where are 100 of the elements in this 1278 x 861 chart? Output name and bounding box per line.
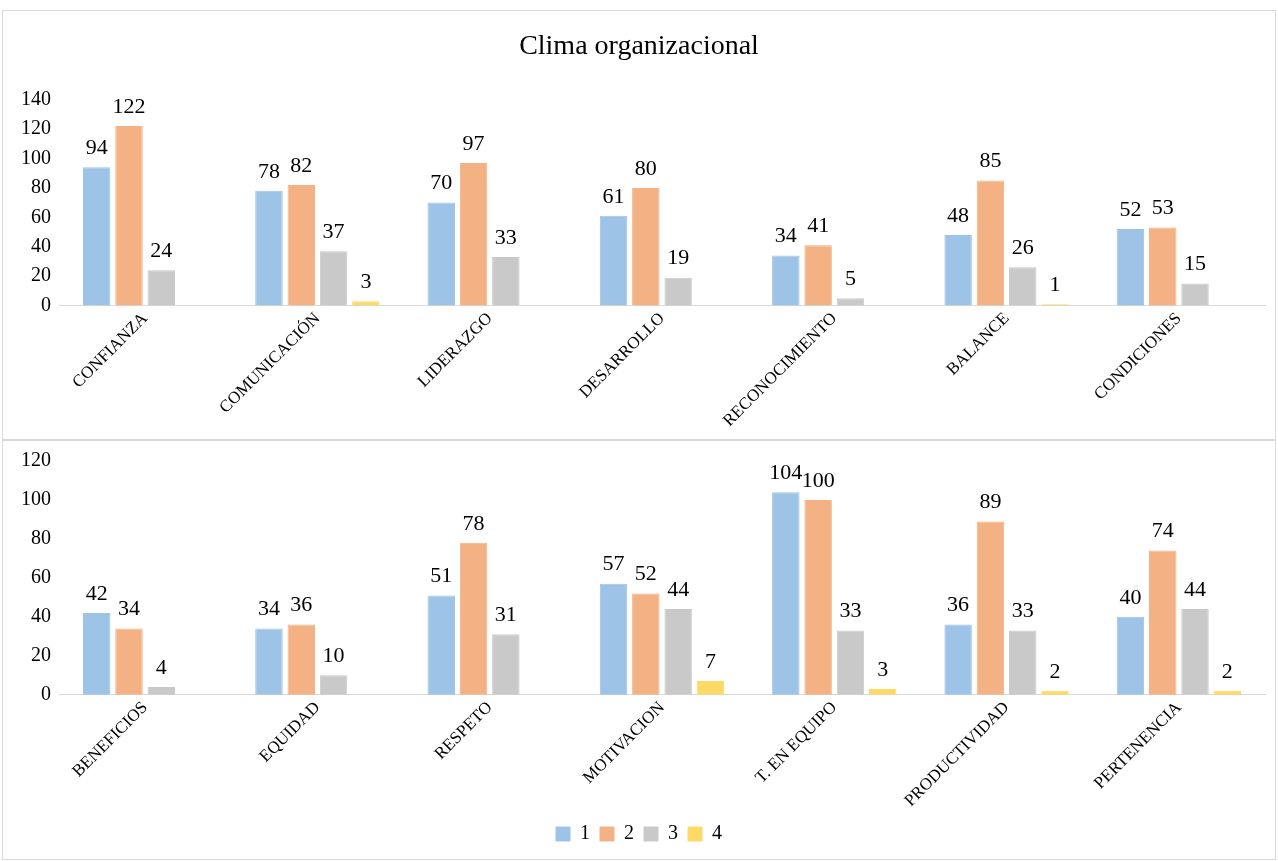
bar xyxy=(1148,227,1177,306)
data-label: 78 xyxy=(257,157,280,183)
bar xyxy=(287,624,316,695)
bar xyxy=(287,184,316,306)
bar xyxy=(352,301,380,306)
bar xyxy=(1181,283,1209,306)
legend-label: 2 xyxy=(624,821,634,844)
data-label: 52 xyxy=(634,560,657,586)
y-tick-label: 100 xyxy=(21,487,51,510)
y-tick-label: 0 xyxy=(41,292,51,315)
bar xyxy=(82,167,111,306)
bar xyxy=(255,190,283,306)
data-label: 53 xyxy=(1151,194,1174,220)
data-label: 33 xyxy=(494,223,517,249)
bar xyxy=(319,251,348,306)
data-label: 33 xyxy=(839,597,862,623)
bar xyxy=(1116,229,1145,306)
bar xyxy=(1116,616,1145,695)
data-label: 34 xyxy=(117,595,140,621)
data-label: 34 xyxy=(774,222,797,248)
data-label: 44 xyxy=(667,575,690,601)
data-label: 37 xyxy=(322,217,345,243)
data-label: 3 xyxy=(360,267,372,293)
bar xyxy=(492,634,520,695)
data-label: 61 xyxy=(602,182,625,208)
bar xyxy=(772,492,800,695)
y-tick-label: 100 xyxy=(21,145,51,168)
data-label: 10 xyxy=(322,642,345,668)
bar xyxy=(632,593,660,695)
y-tick-label: 140 xyxy=(21,86,51,109)
data-label: 80 xyxy=(634,154,657,180)
data-label: 24 xyxy=(150,237,173,263)
data-label: 89 xyxy=(979,488,1002,514)
data-label: 78 xyxy=(462,509,485,535)
y-tick-label: 40 xyxy=(31,604,51,627)
data-label: 34 xyxy=(257,595,280,621)
y-tick-label: 0 xyxy=(41,681,51,704)
data-label: 36 xyxy=(290,591,313,617)
data-label: 51 xyxy=(430,562,453,588)
data-label: 48 xyxy=(947,201,970,227)
data-label: 26 xyxy=(1011,234,1034,260)
y-tick-label: 80 xyxy=(31,175,51,198)
data-label: 3 xyxy=(877,655,889,681)
data-label: 100 xyxy=(801,466,835,492)
bar xyxy=(427,595,455,695)
bar xyxy=(255,628,283,695)
data-label: 70 xyxy=(430,169,453,195)
data-label: 2 xyxy=(1049,657,1061,683)
bar xyxy=(599,583,628,695)
bar xyxy=(804,245,832,306)
data-label: 74 xyxy=(1151,517,1174,543)
y-tick-label: 80 xyxy=(31,526,51,549)
y-tick-label: 120 xyxy=(21,116,51,139)
bar xyxy=(82,612,111,695)
y-tick-label: 20 xyxy=(31,643,51,666)
data-label: 15 xyxy=(1184,250,1207,276)
data-label: 122 xyxy=(112,92,146,118)
bar xyxy=(1181,609,1209,695)
data-label: 104 xyxy=(769,458,803,484)
legend-label: 4 xyxy=(712,821,722,844)
data-label: 52 xyxy=(1119,195,1142,221)
data-label: 7 xyxy=(704,647,716,673)
data-label: 19 xyxy=(667,244,690,270)
bar xyxy=(836,630,865,695)
chart-title: Clima organizacional xyxy=(519,29,760,61)
bar xyxy=(836,298,865,306)
bar xyxy=(976,521,1005,695)
data-label: 82 xyxy=(290,151,313,177)
data-label: 97 xyxy=(462,129,485,155)
data-label: 40 xyxy=(1119,583,1142,609)
y-tick-label: 40 xyxy=(31,234,51,256)
y-tick-label: 120 xyxy=(21,448,51,471)
data-label: 94 xyxy=(85,134,108,160)
legend-label: 3 xyxy=(668,821,678,844)
data-label: 57 xyxy=(602,550,625,576)
data-label: 4 xyxy=(155,653,167,679)
bar xyxy=(427,202,455,306)
bar xyxy=(772,255,800,306)
data-label: 36 xyxy=(947,591,970,617)
bar xyxy=(1008,267,1037,306)
bar xyxy=(664,277,692,306)
bar xyxy=(804,499,832,695)
bar xyxy=(115,126,143,306)
data-label: 42 xyxy=(85,579,108,605)
legend-label: 1 xyxy=(580,821,590,844)
bar xyxy=(459,162,488,306)
data-label: 41 xyxy=(807,212,830,238)
bar xyxy=(115,628,143,695)
bar xyxy=(944,624,972,695)
data-label: 85 xyxy=(979,147,1002,173)
y-tick-label: 60 xyxy=(31,204,51,227)
bar xyxy=(459,542,488,695)
data-label: 44 xyxy=(1184,575,1207,601)
bar xyxy=(664,609,692,695)
bar xyxy=(1148,550,1177,695)
bar xyxy=(976,180,1005,306)
bar xyxy=(319,675,348,695)
data-label: 5 xyxy=(844,265,856,291)
data-label: 2 xyxy=(1221,657,1233,683)
y-tick-label: 20 xyxy=(31,263,51,286)
